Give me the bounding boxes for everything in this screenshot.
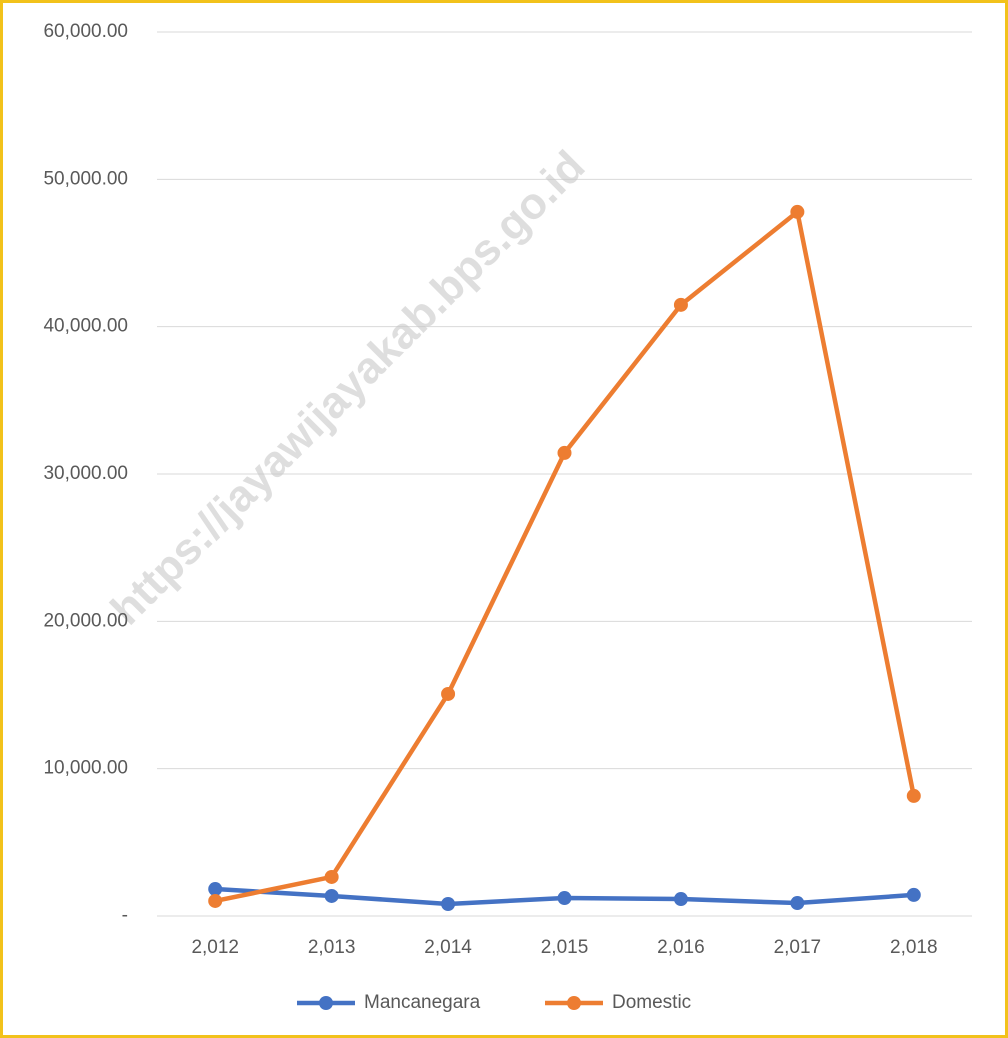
data-point [441, 686, 456, 701]
x-tick-label: 2,017 [774, 937, 822, 958]
data-point [790, 204, 805, 219]
x-tick-label: 2,018 [890, 937, 938, 958]
data-point [906, 788, 921, 803]
legend-label: Mancanegara [364, 992, 481, 1013]
x-tick-label: 2,013 [308, 937, 356, 958]
data-point [673, 297, 688, 312]
data-point [324, 888, 339, 903]
data-point [790, 896, 805, 911]
data-point [441, 896, 456, 911]
data-point [673, 892, 688, 907]
y-tick-label: 40,000.00 [43, 316, 128, 337]
y-tick-label: 20,000.00 [43, 610, 128, 631]
y-tick-label: 60,000.00 [43, 21, 128, 42]
data-point [557, 891, 572, 906]
x-tick-label: 2,014 [424, 937, 472, 958]
y-tick-label: 30,000.00 [43, 463, 128, 484]
x-tick-label: 2,016 [657, 937, 705, 958]
data-point [557, 445, 572, 460]
legend-label: Domestic [612, 992, 691, 1013]
data-point [324, 869, 339, 884]
x-tick-label: 2,015 [541, 937, 589, 958]
data-point [208, 882, 223, 897]
data-point [906, 887, 921, 902]
data-point [208, 893, 223, 908]
x-tick-label: 2,012 [191, 937, 239, 958]
y-tick-label: - [122, 905, 128, 926]
legend-marker [319, 996, 333, 1010]
y-tick-label: 50,000.00 [43, 168, 128, 189]
y-tick-label: 10,000.00 [43, 758, 128, 779]
legend-marker [567, 996, 581, 1010]
